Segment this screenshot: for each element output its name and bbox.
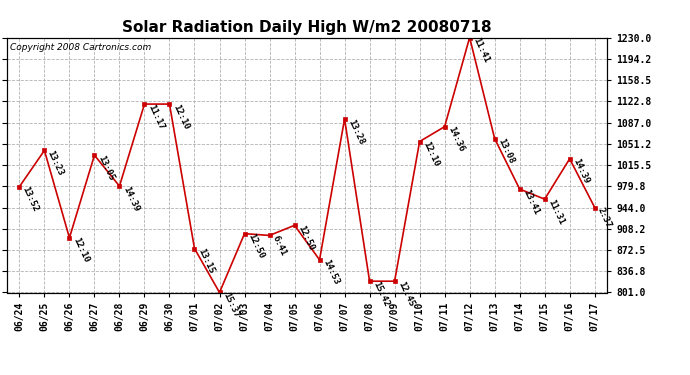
Text: 13:52: 13:52 [21,185,40,213]
Text: 11:17: 11:17 [146,103,166,131]
Text: 2:37: 2:37 [596,206,613,230]
Text: 14:39: 14:39 [121,185,140,213]
Text: 13:23: 13:23 [46,149,66,177]
Text: 12:50: 12:50 [296,224,315,252]
Text: 14:39: 14:39 [571,158,591,186]
Text: 13:41: 13:41 [521,188,540,216]
Text: 14:53: 14:53 [321,258,340,286]
Text: 11:41: 11:41 [471,36,491,64]
Text: 12:10: 12:10 [421,140,440,168]
Text: 6:41: 6:41 [271,234,288,257]
Text: 11:31: 11:31 [546,198,566,226]
Text: 13:28: 13:28 [346,117,366,146]
Text: 13:05: 13:05 [96,154,115,182]
Title: Solar Radiation Daily High W/m2 20080718: Solar Radiation Daily High W/m2 20080718 [122,20,492,35]
Text: 14:36: 14:36 [446,125,466,153]
Text: 12:50: 12:50 [246,232,266,260]
Text: 12:10: 12:10 [171,103,190,131]
Text: 12:45: 12:45 [396,280,415,308]
Text: 15:37: 15:37 [221,291,240,319]
Text: 12:10: 12:10 [71,236,90,265]
Text: 13:15: 13:15 [196,247,215,275]
Text: 13:08: 13:08 [496,137,515,165]
Text: 15:42: 15:42 [371,280,391,308]
Text: Copyright 2008 Cartronics.com: Copyright 2008 Cartronics.com [10,43,151,52]
